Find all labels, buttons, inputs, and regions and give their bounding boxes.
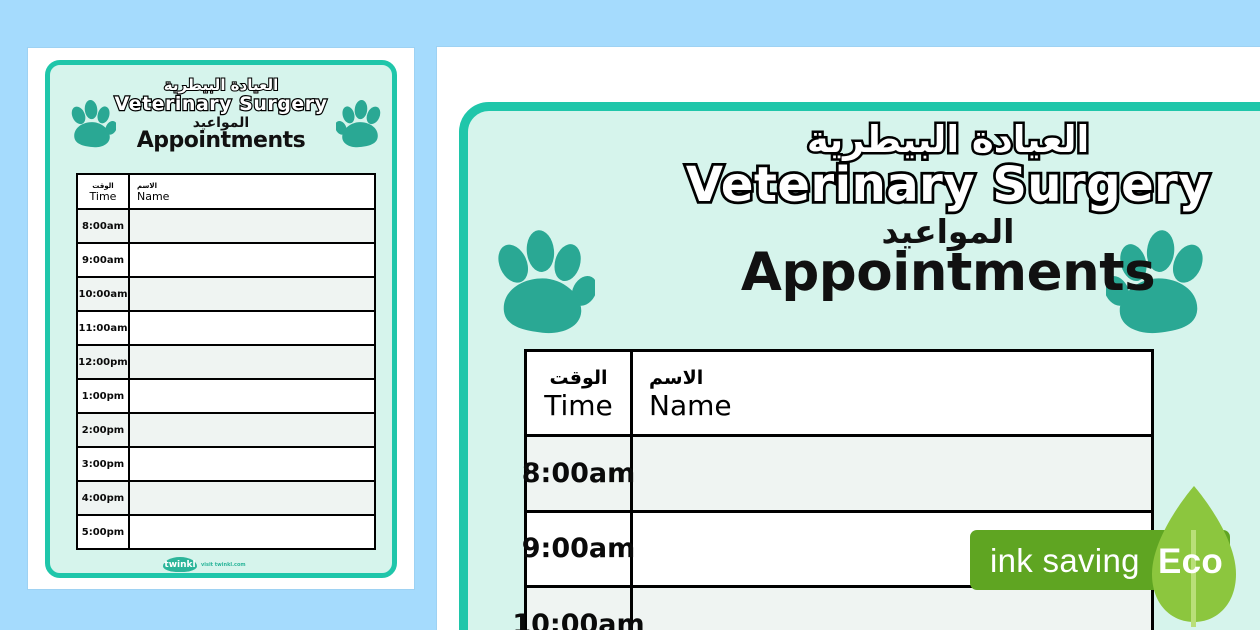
table-row[interactable]: 3:00pm bbox=[78, 448, 374, 482]
eco-label: ink saving bbox=[990, 542, 1140, 579]
cell-time: 1:00pm bbox=[78, 380, 130, 412]
header-cell-time: الوقت Time bbox=[527, 352, 633, 434]
paw-print-icon bbox=[490, 226, 595, 339]
table-row[interactable]: 9:00am bbox=[78, 244, 374, 278]
cell-time-label: 9:00am bbox=[521, 533, 636, 565]
paw-print-icon bbox=[336, 98, 384, 150]
cell-time-label: 11:00am bbox=[78, 322, 128, 334]
cell-time-label: 1:00pm bbox=[81, 390, 125, 402]
table-row[interactable]: 2:00pm bbox=[78, 414, 374, 448]
cell-time-label: 4:00pm bbox=[81, 492, 125, 504]
thumbnail-title-english: Veterinary Surgery bbox=[113, 92, 328, 115]
thumbnail-title-block: العيادة البيطرية Veterinary Surgery المو… bbox=[50, 76, 392, 153]
cell-name-input-area[interactable] bbox=[130, 278, 374, 310]
cell-time-label: 12:00pm bbox=[78, 356, 128, 368]
table-row[interactable]: 11:00am bbox=[78, 312, 374, 346]
header-name-english: Name bbox=[137, 189, 170, 203]
table-row[interactable]: 9:00am bbox=[522, 512, 1151, 588]
cell-time-label: 2:00pm bbox=[81, 424, 125, 436]
ink-saving-eco-badge[interactable]: ink saving Eco bbox=[960, 480, 1260, 630]
cell-time-label: 8:00am bbox=[81, 220, 125, 232]
header-cell-name: الاسم Name bbox=[633, 352, 1151, 434]
main-title-arabic: العيادة البيطرية bbox=[804, 118, 1091, 162]
header-name-arabic: الاسم bbox=[137, 181, 157, 190]
cell-name-input-area[interactable] bbox=[130, 482, 374, 514]
cell-time: 10:00am bbox=[78, 278, 130, 310]
cell-name-input-area[interactable] bbox=[130, 346, 374, 378]
cell-name-input-area[interactable] bbox=[130, 210, 374, 242]
cell-time: 5:00pm bbox=[78, 516, 130, 548]
main-subtitle-english: Appointments bbox=[740, 242, 1156, 304]
header-cell-name: الاسم Name bbox=[130, 175, 374, 208]
table-header-row: الوقت Time الاسم Name bbox=[78, 175, 374, 210]
cell-time: 12:00pm bbox=[78, 346, 130, 378]
table-header-row: الوقت Time الاسم Name bbox=[527, 352, 1151, 437]
thumbnail-table-body: 8:00am 9:00am 10:00am 11:00am 12:00pm 1:00pm 2… bbox=[78, 210, 374, 548]
paw-print-icon-glyph bbox=[71, 100, 116, 148]
cell-time-label: 10:00am bbox=[78, 288, 128, 300]
table-row[interactable]: 8:00am bbox=[522, 437, 1151, 513]
table-row[interactable]: 10:00am bbox=[78, 278, 374, 312]
eco-leaf-label: Eco bbox=[1158, 542, 1224, 581]
header-time-arabic: الوقت bbox=[92, 181, 114, 190]
paw-print-icon-glyph bbox=[498, 230, 595, 334]
table-row[interactable]: 10:00am bbox=[512, 588, 1151, 630]
cell-time-label: 5:00pm bbox=[81, 526, 125, 538]
cell-name-input-area[interactable] bbox=[130, 244, 374, 276]
thumbnail-page-sheet[interactable]: العيادة البيطرية Veterinary Surgery المو… bbox=[28, 48, 414, 589]
table-row[interactable]: 1:00pm bbox=[78, 380, 374, 414]
main-title-block: العيادة البيطرية Veterinary Surgery المو… bbox=[468, 118, 1260, 304]
paw-print-icon-glyph bbox=[336, 100, 381, 148]
cell-time-label: 10:00am bbox=[512, 608, 645, 630]
header-time-arabic: الوقت bbox=[549, 366, 608, 389]
paw-print-icon-glyph bbox=[1106, 230, 1203, 334]
table-row[interactable]: 4:00pm bbox=[78, 482, 374, 516]
header-time-english: Time bbox=[544, 388, 613, 422]
main-subtitle-arabic: المواعيد bbox=[881, 211, 1015, 251]
twinkl-url-text: visit twinkl.com bbox=[201, 561, 246, 568]
thumbnail-title-arabic: العيادة البيطرية bbox=[163, 76, 279, 94]
cell-time: 3:00pm bbox=[78, 448, 130, 480]
header-time-english: Time bbox=[89, 189, 117, 203]
cell-time: 2:00pm bbox=[78, 414, 130, 446]
cell-time: 9:00am bbox=[78, 244, 130, 276]
paw-print-icon bbox=[1106, 226, 1211, 339]
cell-name-input-area[interactable] bbox=[130, 516, 374, 548]
cell-time: 4:00pm bbox=[78, 482, 130, 514]
cell-name-input-area[interactable] bbox=[130, 312, 374, 344]
header-name-arabic: الاسم bbox=[649, 366, 704, 389]
cell-time: 8:00am bbox=[78, 210, 130, 242]
cell-time: 10:00am bbox=[512, 588, 645, 630]
cell-name-input-area[interactable] bbox=[130, 414, 374, 446]
table-row[interactable]: 5:00pm bbox=[78, 516, 374, 548]
cell-time: 9:00am bbox=[522, 512, 635, 585]
header-cell-time: الوقت Time bbox=[78, 175, 130, 208]
main-title-english: Veterinary Surgery bbox=[683, 156, 1212, 213]
thumbnail-subtitle-english: Appointments bbox=[136, 127, 306, 153]
leaf-icon bbox=[1152, 486, 1236, 627]
cell-time-label: 8:00am bbox=[521, 457, 636, 489]
twinkl-logo: twinkl bbox=[163, 557, 197, 572]
cell-time: 8:00am bbox=[522, 437, 635, 510]
cell-time-label: 9:00am bbox=[81, 254, 125, 266]
twinkl-footer[interactable]: twinkl visit twinkl.com bbox=[163, 557, 246, 572]
thumbnail-subtitle-arabic: المواعيد bbox=[192, 115, 250, 132]
cell-name-input-area[interactable] bbox=[130, 448, 374, 480]
table-row[interactable]: 8:00am bbox=[78, 210, 374, 244]
paw-print-icon bbox=[68, 98, 116, 150]
cell-name-input-area[interactable] bbox=[130, 380, 374, 412]
header-name-english: Name bbox=[649, 388, 732, 422]
thumbnail-poster-card: العيادة البيطرية Veterinary Surgery المو… bbox=[45, 60, 397, 578]
table-row[interactable]: 12:00pm bbox=[78, 346, 374, 380]
cell-time: 11:00am bbox=[78, 312, 130, 344]
thumbnail-appointments-table[interactable]: الوقت Time الاسم Name 8:00am 9:00am 10:00a… bbox=[76, 173, 376, 550]
cell-time-label: 3:00pm bbox=[81, 458, 125, 470]
